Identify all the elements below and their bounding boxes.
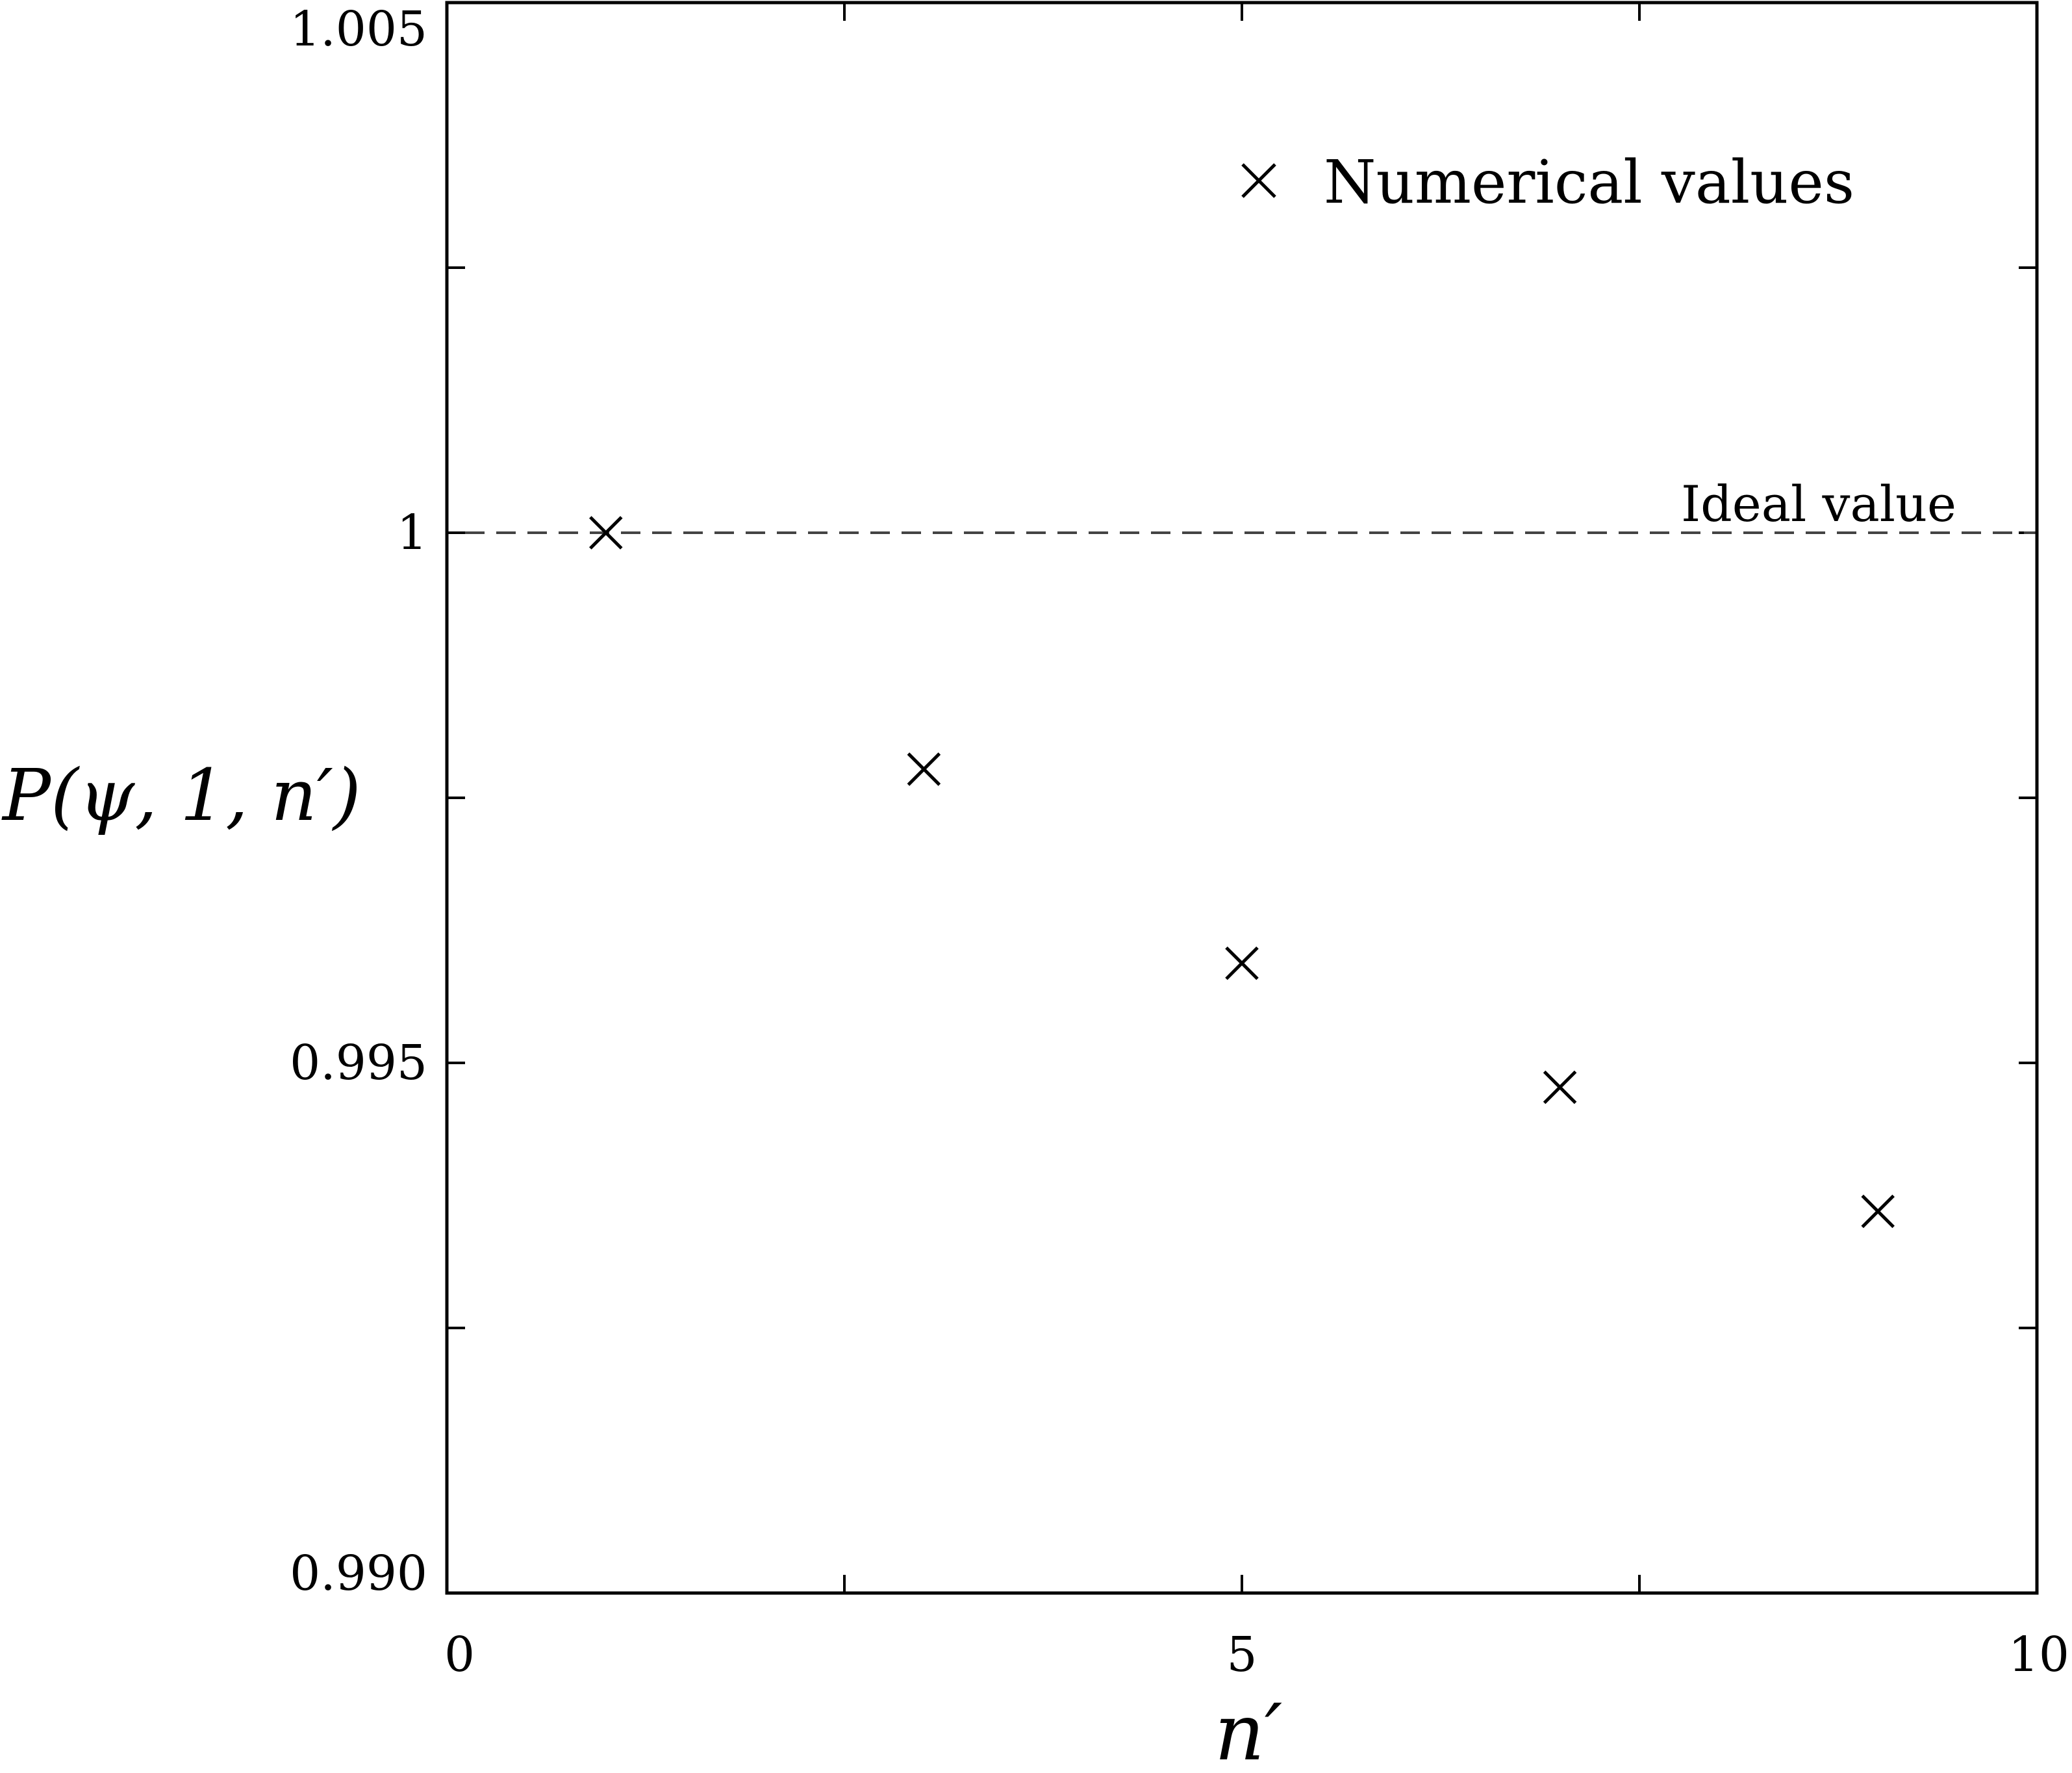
y-tick-label: 0.995 [290,1035,427,1091]
x-tick-labels: 0 5 10 [444,1627,2069,1683]
data-point [1225,946,1259,980]
legend: Numerical values [1241,147,1854,217]
legend-x-icon [1241,163,1276,198]
y-tick-labels: 0.990 0.995 1 1.005 [290,1,427,1601]
y-axis-label: P(ψ, 1, n′) [1,754,361,837]
legend-label: Numerical values [1324,147,1854,217]
data-point [907,752,941,786]
y-tick-label: 0.990 [290,1546,427,1601]
data-point [589,516,623,550]
ticks [446,1,2038,1594]
data-point [1543,1070,1577,1104]
data-points [589,516,1895,1229]
legend-marker-x [1241,163,1276,198]
y-tick-label: 1.005 [290,1,427,57]
x-axis-label: n′ [1215,1688,1283,1773]
x-tick-label: 10 [2008,1627,2069,1683]
ideal-value-label: Ideal value [1681,475,1956,533]
x-tick-label: 0 [444,1627,475,1683]
data-point [1861,1194,1895,1229]
y-tick-label: 1 [397,505,427,561]
x-tick-label: 5 [1226,1627,1257,1683]
plot-frame [445,1,2039,1595]
